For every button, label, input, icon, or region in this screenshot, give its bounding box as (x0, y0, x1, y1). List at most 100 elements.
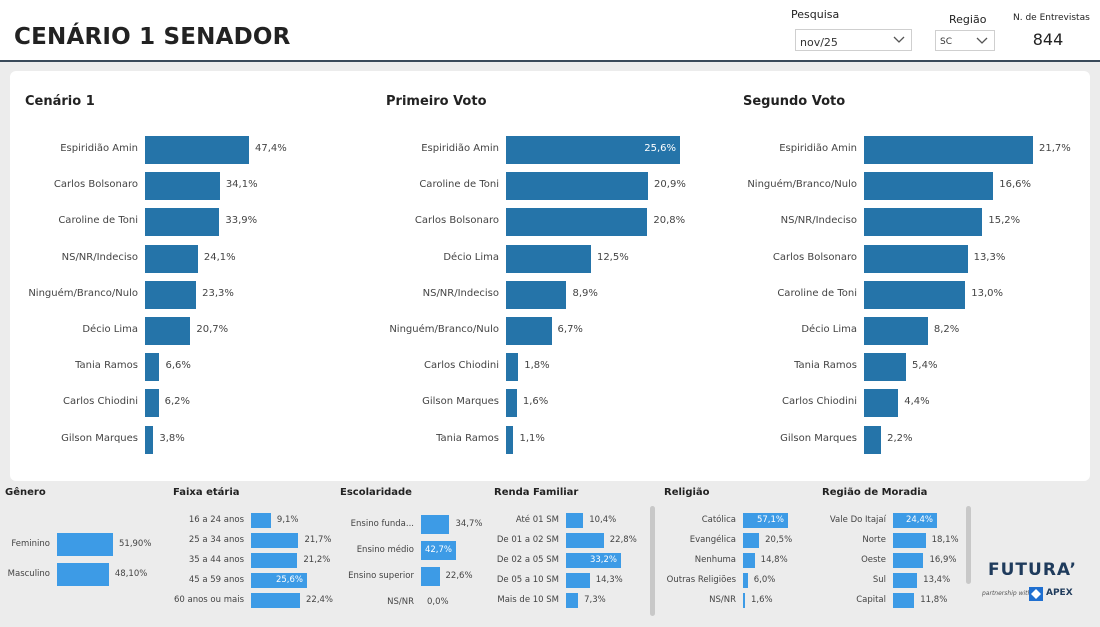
bar-category-label: Vale Do Itajaí (829, 515, 886, 525)
bar-segundo-voto[interactable] (864, 425, 882, 454)
bar-value-label: 1,6% (522, 396, 549, 408)
futura-logo: FUTURA’ (988, 560, 1077, 580)
bar-genero[interactable] (57, 533, 113, 556)
bar-value-label: 16,9% (929, 555, 957, 565)
bar-primeiro-voto[interactable] (506, 353, 519, 382)
bar-value-label: 22,4% (306, 595, 334, 605)
bar-cenario-1[interactable] (145, 425, 154, 454)
bar-primeiro-voto[interactable] (506, 172, 649, 201)
bar-cenario-1[interactable] (145, 280, 197, 309)
bar-category-label: Capital (856, 595, 886, 605)
pesquisa-value: nov/25 (800, 36, 838, 49)
bar-value-label: 18,1% (931, 535, 959, 545)
bar-value-label: 47,4% (255, 143, 287, 154)
partner-text: partnership with (982, 590, 1032, 597)
bar-category-label: NS/NR/Indeciso (780, 215, 857, 227)
bar-segundo-voto[interactable] (864, 208, 983, 237)
bar-segundo-voto[interactable] (864, 389, 899, 418)
chart-title-regiao-de-moradia: Região de Moradia (822, 487, 928, 498)
bar-regiao-de-moradia[interactable] (893, 553, 924, 568)
bar-faixa-etaria[interactable] (251, 513, 271, 528)
bar-primeiro-voto[interactable] (506, 136, 680, 164)
bar-category-label: 16 a 24 anos (188, 515, 244, 525)
bar-cenario-1[interactable] (145, 353, 160, 382)
bar-segundo-voto[interactable] (864, 244, 968, 273)
bar-renda-familiar[interactable] (566, 553, 621, 568)
bar-value-label: 15,2% (988, 215, 1021, 227)
bar-segundo-voto[interactable] (864, 172, 994, 201)
bar-category-label: Outras Religiões (666, 575, 736, 585)
bar-religiao[interactable] (743, 553, 755, 568)
bar-category-label: De 05 a 10 SM (496, 575, 559, 585)
bar-renda-familiar[interactable] (566, 593, 579, 608)
bar-religiao[interactable] (743, 593, 745, 608)
bar-value-label: 14,3% (595, 575, 623, 585)
bar-escolaridade[interactable] (421, 515, 450, 534)
bar-category-label: 60 anos ou mais (173, 595, 244, 605)
bar-regiao-de-moradia[interactable] (893, 573, 918, 588)
bar-category-label: Ensino médio (356, 545, 414, 555)
bar-category-label: Ensino funda... (350, 519, 414, 529)
bar-value-label: 2,2% (887, 432, 913, 444)
chart-title-segundo-voto: Segundo Voto (743, 94, 846, 109)
entrevistas-count: 844 (1032, 30, 1064, 49)
bar-cenario-1[interactable] (145, 389, 159, 418)
bar-primeiro-voto[interactable] (506, 425, 514, 454)
bar-cenario-1[interactable] (145, 208, 220, 237)
bar-regiao-de-moradia[interactable] (893, 533, 926, 548)
bar-escolaridade[interactable] (421, 567, 440, 586)
bar-category-label: Espiridião Amin (60, 143, 138, 154)
bar-value-label: 6,6% (165, 360, 191, 372)
bar-escolaridade[interactable] (421, 541, 456, 560)
bar-regiao-de-moradia[interactable] (893, 593, 915, 608)
bar-renda-familiar[interactable] (566, 573, 590, 588)
bar-segundo-voto[interactable] (864, 136, 1033, 164)
bar-renda-familiar[interactable] (566, 513, 584, 528)
bar-category-label: Carlos Chiodini (63, 396, 138, 408)
bar-religiao[interactable] (743, 533, 760, 548)
escolaridade-scrollbar[interactable] (650, 506, 655, 616)
bar-value-label: 20,5% (765, 535, 793, 545)
bar-value-label: 24,1% (203, 251, 236, 263)
bar-category-label: Evangélica (689, 535, 736, 545)
bar-segundo-voto[interactable] (864, 317, 928, 345)
regiao-select[interactable]: SC (935, 30, 995, 51)
bar-primeiro-voto[interactable] (506, 317, 552, 345)
bar-cenario-1[interactable] (145, 136, 249, 164)
bar-category-label: Masculino (7, 569, 50, 579)
bar-value-label: 4,4% (904, 396, 930, 408)
bar-primeiro-voto[interactable] (506, 208, 648, 237)
bar-value-label: 1,8% (524, 360, 550, 372)
bar-category-label: Oeste (861, 555, 886, 565)
bar-category-label: Décio Lima (801, 324, 857, 335)
bar-genero[interactable] (57, 563, 109, 586)
bar-value-label: 57,1% (756, 515, 784, 525)
bar-faixa-etaria[interactable] (251, 533, 299, 548)
bar-primeiro-voto[interactable] (506, 244, 591, 273)
bar-value-label: 21,2% (303, 555, 331, 565)
bar-segundo-voto[interactable] (864, 280, 966, 309)
bar-regiao-de-moradia[interactable] (893, 513, 937, 528)
bar-category-label: Caroline de Toni (58, 215, 138, 227)
bar-category-label: De 01 a 02 SM (496, 535, 559, 545)
bar-category-label: Espiridião Amin (779, 143, 857, 154)
bar-cenario-1[interactable] (145, 172, 220, 201)
bar-primeiro-voto[interactable] (506, 389, 517, 418)
bar-primeiro-voto[interactable] (506, 280, 567, 309)
bar-value-label: 13,4% (923, 575, 951, 585)
bar-cenario-1[interactable] (145, 244, 198, 273)
bar-value-label: 8,2% (933, 324, 960, 335)
religiao-scrollbar[interactable] (966, 506, 971, 584)
bar-cenario-1[interactable] (145, 317, 191, 345)
pesquisa-select[interactable]: nov/25 (795, 29, 912, 51)
bar-value-label: 7,3% (584, 595, 606, 605)
bar-faixa-etaria[interactable] (251, 573, 307, 588)
bar-segundo-voto[interactable] (864, 353, 907, 382)
bar-religiao[interactable] (743, 513, 788, 528)
bar-religiao[interactable] (743, 573, 748, 588)
bar-renda-familiar[interactable] (566, 533, 604, 548)
bar-category-label: NS/NR (709, 595, 736, 605)
bar-value-label: 14,8% (760, 555, 788, 565)
bar-faixa-etaria[interactable] (251, 553, 298, 568)
bar-faixa-etaria[interactable] (251, 593, 300, 608)
